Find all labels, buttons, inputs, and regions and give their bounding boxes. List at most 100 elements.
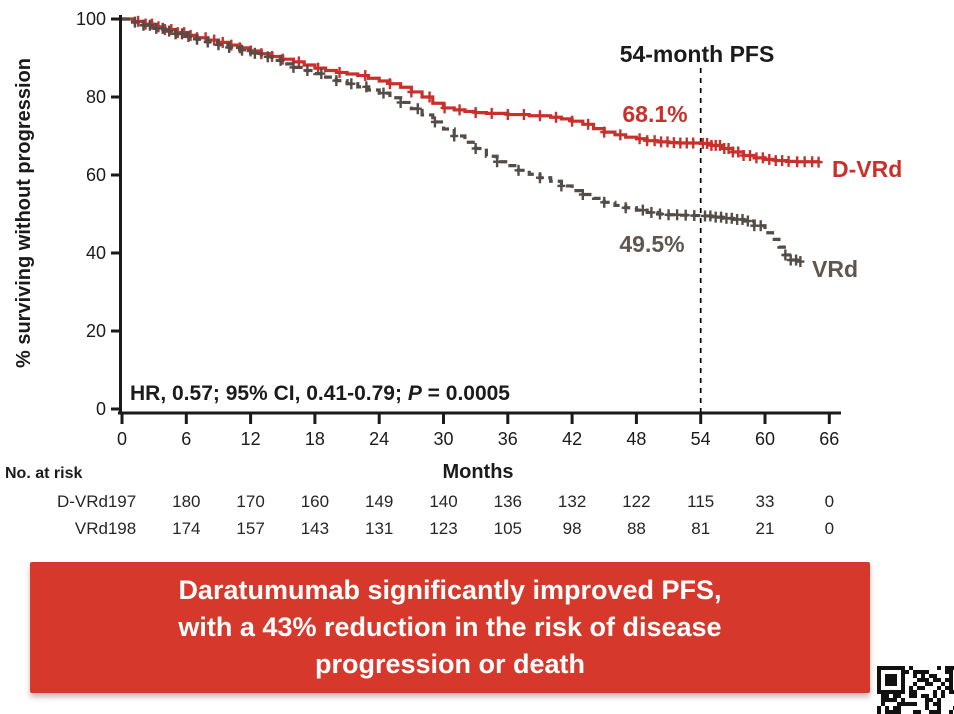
qr-module [885,690,889,694]
banner-text-line-3: progression or death [314,649,586,679]
qr-module [949,686,953,690]
x-tick-label: 30 [433,429,453,449]
x-tick-label: 0 [117,429,127,449]
qr-module [945,686,949,690]
qr-module [901,690,905,694]
x-tick-label: 24 [369,429,389,449]
risk-value: 131 [365,519,393,538]
qr-module [885,710,889,714]
qr-module [909,686,913,690]
qr-module [949,666,953,670]
qr-module [877,670,881,674]
stats-prefix: HR, 0.57; 95% CI, 0.41-0.79; [130,382,408,405]
qr-module [881,702,885,706]
risk-value: 98 [563,519,582,538]
qr-module [889,710,893,714]
qr-module [893,706,897,710]
qr-module [945,666,949,670]
qr-module [933,690,937,694]
qr-module [933,710,937,714]
qr-module [925,670,929,674]
qr-module [905,670,909,674]
qr-module [897,666,901,670]
x-tick-label: 18 [305,429,325,449]
qr-module [917,670,921,674]
vrd-landmark-value-label: 49.5% [619,231,684,257]
conclusion-banner: Daratumumab significantly improved PFS, … [30,562,870,693]
qr-module [925,706,929,710]
qr-module [937,686,941,690]
qr-module [913,682,917,686]
y-tick-label: 0 [96,399,106,419]
risk-value: 115 [687,492,714,511]
qr-module [877,678,881,682]
qr-module [889,678,893,682]
risk-value: 21 [756,519,775,538]
qr-module [917,686,921,690]
risk-value: 180 [172,492,200,511]
qr-module [929,710,933,714]
qr-module [897,702,901,706]
qr-module [913,670,917,674]
qr-module [913,702,917,706]
qr-module [937,698,941,702]
risk-value: 197 [108,492,136,511]
qr-module [901,698,905,702]
qr-module [877,666,881,670]
qr-module [909,690,913,694]
qr-module [893,678,897,682]
qr-module [921,694,925,698]
banner-text-line-2: with a 43% reduction in the risk of dise… [178,612,722,642]
qr-module [913,690,917,694]
risk-value: 170 [236,492,264,511]
qr-module [933,674,937,678]
qr-module [889,682,893,686]
qr-module [877,674,881,678]
qr-module [909,694,913,698]
qr-module [913,694,917,698]
x-tick-label: 12 [241,429,261,449]
y-tick-label: 100 [76,9,106,29]
risk-value: 122 [622,492,650,511]
qr-module [949,682,953,686]
qr-module [885,706,889,710]
qr-module [929,674,933,678]
qr-module [901,702,905,706]
qr-module [925,702,929,706]
x-axis-label: Months [442,461,513,483]
qr-module [901,666,905,670]
dvrd-curve-label: D-VRd [832,156,902,182]
qr-module [893,694,897,698]
qr-module [921,678,925,682]
qr-module [885,682,889,686]
risk-value: 81 [691,519,710,538]
risk-value: 160 [301,492,329,511]
qr-module [885,674,889,678]
qr-module [925,698,929,702]
qr-module [909,702,913,706]
qr-module [949,674,953,678]
qr-module [949,670,953,674]
qr-module [881,690,885,694]
risk-value: 174 [172,519,200,538]
qr-module [945,670,949,674]
qr-module [937,706,941,710]
qr-module [897,694,901,698]
qr-module [893,698,897,702]
qr-module [913,710,917,714]
risk-value: 105 [494,519,522,538]
stats-p-value: = 0.0005 [422,382,510,405]
risk-value: 88 [627,519,646,538]
qr-module [921,686,925,690]
qr-module [905,702,909,706]
qr-module [885,666,889,670]
vrd-curve-label: VRd [812,256,858,282]
pfs-kaplan-meier-chart: 54-month PFS % surviving without progres… [5,9,902,538]
y-axis-label: % surviving without progression [13,58,35,368]
qr-module [941,690,945,694]
qr-module [933,678,937,682]
qr-code-image [877,666,954,714]
qr-module [933,694,937,698]
qr-module [937,678,941,682]
